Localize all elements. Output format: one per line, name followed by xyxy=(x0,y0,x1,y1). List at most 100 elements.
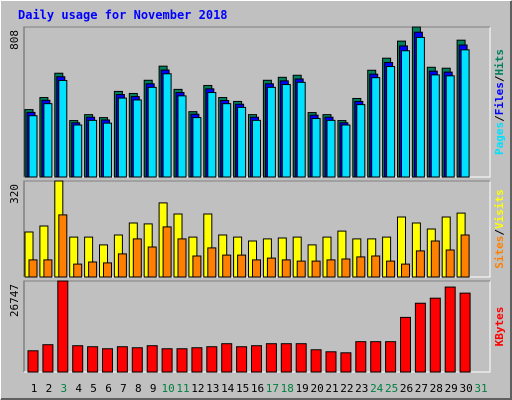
bar xyxy=(236,346,248,373)
bar xyxy=(341,258,351,278)
x-tick-label: 8 xyxy=(135,382,142,395)
bar xyxy=(102,348,113,373)
x-tick-label: 6 xyxy=(105,382,112,395)
bar xyxy=(58,79,68,178)
bar xyxy=(400,316,411,373)
bar xyxy=(72,345,84,373)
bar xyxy=(252,119,261,178)
x-tick-label: 1 xyxy=(31,382,38,395)
bar xyxy=(88,119,98,178)
x-tick-label: 17 xyxy=(266,382,279,395)
bar xyxy=(207,247,217,278)
bar xyxy=(371,255,381,278)
bar xyxy=(341,124,351,178)
x-tick-label: 21 xyxy=(325,382,338,395)
x-tick-label: 15 xyxy=(236,382,249,395)
bar xyxy=(103,122,112,178)
bar xyxy=(356,104,366,178)
bar xyxy=(401,263,410,278)
bar xyxy=(237,254,247,278)
bar xyxy=(177,238,187,278)
bar xyxy=(147,86,157,178)
bar xyxy=(385,341,397,373)
bar xyxy=(355,341,367,373)
bar xyxy=(386,66,396,178)
x-tick-label: 22 xyxy=(340,382,353,395)
bar xyxy=(43,259,53,278)
x-tick-label: 24 xyxy=(370,382,384,395)
x-tick-label: 5 xyxy=(90,382,97,395)
bar xyxy=(296,81,306,178)
bar xyxy=(266,257,276,278)
bar xyxy=(192,117,202,178)
bar xyxy=(266,86,276,178)
bar xyxy=(146,345,158,373)
legend: Sites/Visits xyxy=(493,189,506,269)
bar xyxy=(251,345,262,373)
chart-title: Daily usage for November 2018 xyxy=(18,8,228,22)
x-tick-label: 30 xyxy=(459,382,472,395)
bar xyxy=(57,280,69,373)
x-tick-label: 7 xyxy=(120,382,127,395)
bar xyxy=(280,343,292,373)
bar xyxy=(415,36,425,178)
legend-entry: KBytes xyxy=(493,307,506,347)
legend-separator: / xyxy=(493,229,506,236)
x-tick-label: 19 xyxy=(296,382,309,395)
y-tick-label: 320 xyxy=(8,184,21,204)
bar xyxy=(370,341,382,373)
bar xyxy=(58,214,68,278)
x-tick-label: 25 xyxy=(385,382,398,395)
bar xyxy=(43,103,53,178)
bar xyxy=(206,346,218,373)
bar xyxy=(295,343,307,373)
bar xyxy=(237,106,247,178)
bar xyxy=(310,349,322,373)
bar xyxy=(460,49,470,178)
x-tick-label: 31 xyxy=(474,382,487,395)
bar xyxy=(356,256,366,278)
x-tick-label: 27 xyxy=(415,382,428,395)
bar xyxy=(459,292,471,373)
x-tick-label: 10 xyxy=(161,382,174,395)
legend-entry: Sites xyxy=(493,236,506,269)
bar xyxy=(340,352,352,373)
bar xyxy=(161,348,173,373)
x-tick-label: 14 xyxy=(221,382,235,395)
bar xyxy=(371,77,381,178)
bar xyxy=(460,234,470,278)
bar xyxy=(430,74,440,178)
bar xyxy=(445,75,455,178)
x-tick-label: 18 xyxy=(281,382,294,395)
bar xyxy=(132,99,142,178)
x-tick-label: 13 xyxy=(206,382,219,395)
legend-entry: Files xyxy=(493,82,506,115)
bar xyxy=(73,263,83,278)
x-tick-label: 16 xyxy=(251,382,264,395)
bar xyxy=(281,259,291,278)
bar xyxy=(444,286,456,373)
legend-entry: Hits xyxy=(493,49,506,76)
bar xyxy=(222,103,232,178)
bar xyxy=(28,115,38,178)
bar xyxy=(311,260,321,278)
bar xyxy=(147,246,157,278)
legend: KBytes xyxy=(493,307,506,347)
x-tick-label: 11 xyxy=(176,382,189,395)
bar xyxy=(162,226,172,278)
bar xyxy=(191,347,203,373)
legend-entry: Pages xyxy=(493,122,506,155)
bar xyxy=(103,262,112,278)
bar xyxy=(221,343,233,373)
bar xyxy=(207,92,217,178)
x-tick-label: 29 xyxy=(445,382,458,395)
bar xyxy=(132,238,142,278)
bar xyxy=(429,297,441,373)
bar xyxy=(414,302,426,373)
bar xyxy=(386,260,396,278)
bar xyxy=(73,124,83,178)
x-tick-label: 28 xyxy=(430,382,443,395)
x-tick-label: 12 xyxy=(191,382,204,395)
x-tick-label: 26 xyxy=(400,382,413,395)
